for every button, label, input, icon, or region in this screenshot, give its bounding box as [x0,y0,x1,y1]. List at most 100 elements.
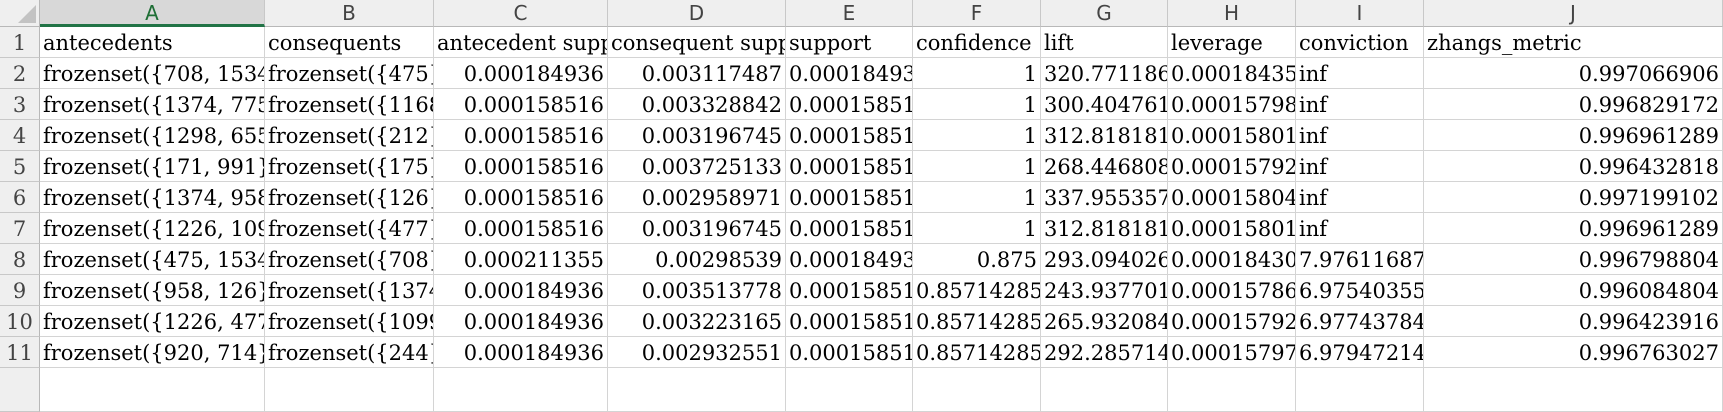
cell[interactable]: 0.857142857 [913,337,1041,368]
row-header[interactable]: 3 [0,89,40,120]
cell[interactable]: 0.000211355 [434,244,608,275]
row-header[interactable]: 2 [0,58,40,89]
cell[interactable]: 0.000158516 [786,151,913,182]
cell[interactable]: frozenset({1374}) [265,275,434,306]
cell[interactable]: 243.9377014 [1041,275,1168,306]
cell[interactable] [608,368,786,412]
cell[interactable]: antecedent support [434,27,608,58]
cell[interactable] [1424,368,1723,412]
cell[interactable]: 292.2857143 [1041,337,1168,368]
cell[interactable]: frozenset({175}) [265,151,434,182]
cell[interactable]: frozenset({1374, 775}) [40,89,265,120]
cell[interactable]: 0.00015801 [1168,213,1296,244]
cell[interactable]: 1 [913,213,1041,244]
cell[interactable]: frozenset({1226, 477}) [40,306,265,337]
cell[interactable]: 0.003328842 [608,89,786,120]
column-header-a[interactable]: A [40,0,265,27]
cell[interactable]: 0.000158516 [786,182,913,213]
cell[interactable]: 0.000158516 [786,89,913,120]
column-header-h[interactable]: H [1168,0,1296,27]
cell[interactable]: 0.000184305 [1168,244,1296,275]
cell[interactable]: frozenset({1298, 655}) [40,120,265,151]
cell[interactable]: 0.000158516 [434,213,608,244]
cell[interactable] [265,368,434,412]
cell[interactable]: consequent support [608,27,786,58]
cell[interactable]: 0.000184936 [434,337,608,368]
cell[interactable]: 1 [913,182,1041,213]
cell[interactable]: 1 [913,89,1041,120]
cell[interactable]: 6.979472141 [1296,337,1424,368]
cell[interactable]: 0.000184359 [1168,58,1296,89]
cell[interactable]: 0.875 [913,244,1041,275]
cell[interactable] [40,368,265,412]
cell[interactable]: 268.4468085 [1041,151,1168,182]
cell[interactable]: 0.000184936 [434,275,608,306]
cell[interactable]: 7.976116879 [1296,244,1424,275]
cell[interactable]: 0.996961289 [1424,120,1723,151]
cell[interactable] [1041,368,1168,412]
cell[interactable]: 0.996423916 [1424,306,1723,337]
cell[interactable]: antecedents [40,27,265,58]
cell[interactable]: 0.003196745 [608,120,786,151]
cell[interactable]: 312.8181818 [1041,213,1168,244]
cell[interactable]: frozenset({1168}) [265,89,434,120]
cell[interactable] [913,368,1041,412]
column-header-f[interactable]: F [913,0,1041,27]
cell[interactable]: frozenset({1099}) [265,306,434,337]
cell[interactable] [1168,368,1296,412]
cell[interactable]: 0.000157866 [1168,275,1296,306]
cell[interactable]: 1 [913,151,1041,182]
cell[interactable]: 0.996084804 [1424,275,1723,306]
cell[interactable]: frozenset({212}) [265,120,434,151]
cell[interactable]: frozenset({244}) [265,337,434,368]
cell[interactable]: 0.000184936 [434,58,608,89]
cell[interactable]: 0.857142857 [913,275,1041,306]
cell[interactable]: 0.000158047 [1168,182,1296,213]
cell[interactable]: 0.997199102 [1424,182,1723,213]
cell[interactable]: zhangs_metric [1424,27,1723,58]
cell[interactable]: 300.4047619 [1041,89,1168,120]
cell[interactable]: 0.000158516 [786,275,913,306]
cell[interactable] [434,368,608,412]
cell[interactable]: 0.003196745 [608,213,786,244]
column-header-j[interactable]: J [1424,0,1723,27]
cell[interactable]: inf [1296,120,1424,151]
cell[interactable]: 0.996798804 [1424,244,1723,275]
cell[interactable]: frozenset({475, 1534}) [40,244,265,275]
cell[interactable]: inf [1296,213,1424,244]
cell[interactable]: 312.8181818 [1041,120,1168,151]
row-header[interactable]: 8 [0,244,40,275]
cell[interactable]: frozenset({1374, 958}) [40,182,265,213]
cell[interactable]: 0.000158516 [434,182,608,213]
row-header[interactable] [0,368,40,412]
cell[interactable]: frozenset({1226, 1099}) [40,213,265,244]
cell[interactable]: 0.003223165 [608,306,786,337]
cell[interactable]: frozenset({475}) [265,58,434,89]
cell[interactable]: inf [1296,58,1424,89]
row-header[interactable]: 11 [0,337,40,368]
cell[interactable]: 0.00298539 [608,244,786,275]
cell[interactable]: 0.002958971 [608,182,786,213]
column-header-g[interactable]: G [1041,0,1168,27]
cell[interactable]: 6.975403556 [1296,275,1424,306]
cell[interactable]: 0.000158516 [786,120,913,151]
row-header[interactable]: 5 [0,151,40,182]
cell[interactable]: conviction [1296,27,1424,58]
cell[interactable]: frozenset({477}) [265,213,434,244]
cell[interactable]: 6.977437848 [1296,306,1424,337]
column-header-d[interactable]: D [608,0,786,27]
row-header[interactable]: 4 [0,120,40,151]
cell[interactable]: 1 [913,120,1041,151]
cell[interactable] [1296,368,1424,412]
cell[interactable]: support [786,27,913,58]
row-header[interactable]: 9 [0,275,40,306]
cell[interactable]: 1 [913,58,1041,89]
cell[interactable]: confidence [913,27,1041,58]
cell[interactable]: 0.857142857 [913,306,1041,337]
cell[interactable]: 337.9553571 [1041,182,1168,213]
cell[interactable]: 0.002932551 [608,337,786,368]
cell[interactable]: 320.7711864 [1041,58,1168,89]
cell[interactable]: 0.000184936 [786,58,913,89]
